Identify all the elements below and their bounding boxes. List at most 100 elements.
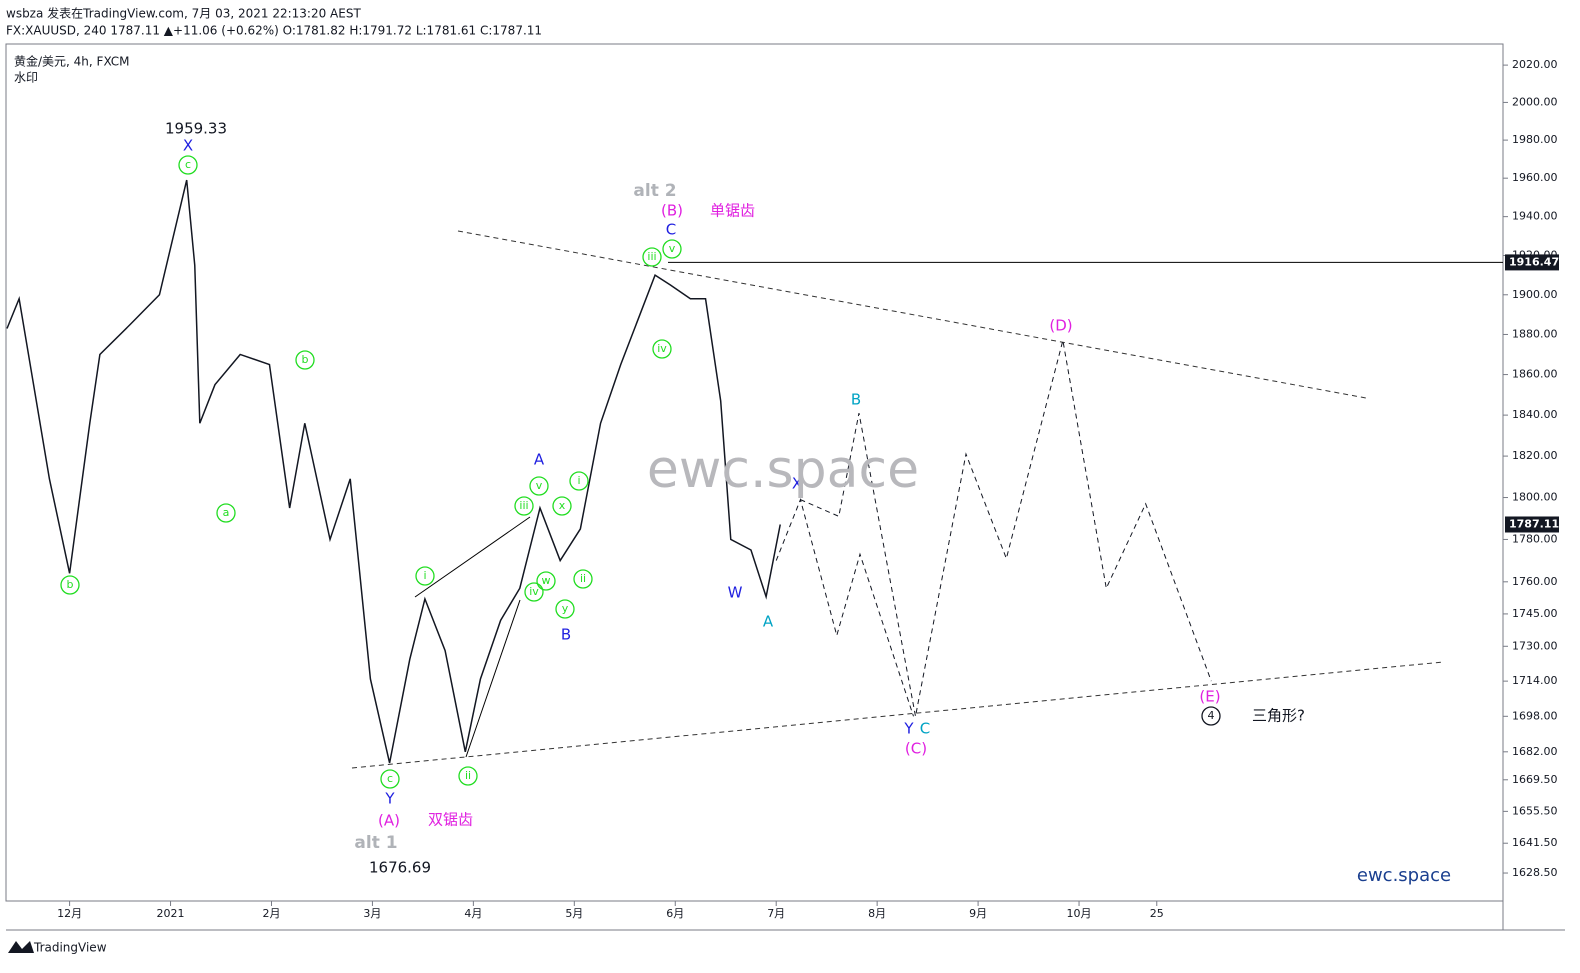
label-circle bbox=[524, 582, 544, 602]
label-circle bbox=[415, 566, 435, 586]
wave-label: iv bbox=[657, 342, 667, 355]
wave-label: (D) bbox=[1049, 317, 1072, 335]
y-tick-label: 2020.00 bbox=[1512, 58, 1558, 71]
wave-label: A bbox=[534, 451, 545, 469]
x-tick-label: 7月 bbox=[767, 907, 785, 920]
wave-label: y bbox=[562, 602, 569, 615]
y-tick-label: 1800.00 bbox=[1512, 491, 1558, 504]
trend-line bbox=[465, 599, 521, 758]
wave-label: 双锯齿 bbox=[428, 811, 473, 829]
y-tick-label: 1730.00 bbox=[1512, 639, 1558, 652]
y-tick-label: 1641.50 bbox=[1512, 836, 1558, 849]
y-tick-label: 2000.00 bbox=[1512, 95, 1558, 108]
symbol: 黄金/美元, 4h, FXCM bbox=[14, 54, 130, 69]
header-line: wsbza 发表在TradingView.com, 7月 03, 2021 22… bbox=[6, 6, 361, 21]
wave-label: A bbox=[763, 613, 774, 631]
label-circle bbox=[555, 599, 575, 619]
wave-label: iii bbox=[519, 499, 528, 512]
y-tick-label: 1780.00 bbox=[1512, 532, 1558, 545]
wave-label: 1959.33 bbox=[165, 120, 227, 138]
x-tick-label: 2021 bbox=[157, 907, 185, 920]
wave-label: v bbox=[536, 479, 543, 492]
label-circle bbox=[652, 339, 672, 359]
wave-label: (B) bbox=[661, 202, 683, 220]
label-circle bbox=[569, 471, 589, 491]
y-tick-label: 1840.00 bbox=[1512, 408, 1558, 421]
label-circle bbox=[60, 575, 80, 595]
y-tick-label: 1860.00 bbox=[1512, 368, 1558, 381]
x-tick-label: 8月 bbox=[868, 907, 886, 920]
label-circle bbox=[529, 476, 549, 496]
x-tick-label: 3月 bbox=[363, 907, 381, 920]
label-circle bbox=[178, 155, 198, 175]
label-circle bbox=[552, 496, 572, 516]
x-tick-label: 4月 bbox=[464, 907, 482, 920]
wave-label: v bbox=[669, 242, 676, 255]
wave-label: C bbox=[666, 221, 676, 239]
label-circle bbox=[1201, 706, 1221, 726]
wave-label: iv bbox=[529, 585, 539, 598]
last-price-label: 1787.11 bbox=[1509, 517, 1559, 530]
wave-label: ewc.space bbox=[1357, 865, 1451, 886]
trend-line bbox=[457, 230, 1367, 399]
wave-label: i bbox=[423, 569, 426, 582]
wave-label: iii bbox=[647, 250, 656, 263]
wave-label: C bbox=[920, 720, 930, 738]
y-tick-label: 1669.50 bbox=[1512, 773, 1558, 786]
wave-label: b bbox=[67, 578, 74, 591]
wave-label: i bbox=[577, 474, 580, 487]
wave-label: a bbox=[223, 506, 230, 519]
y-tick-label: 1745.00 bbox=[1512, 607, 1558, 620]
price-tag-label: 1916.47 bbox=[1509, 255, 1559, 268]
wave-label: (C) bbox=[905, 740, 927, 758]
y-tick-label: 1940.00 bbox=[1512, 210, 1558, 223]
wave-label: B bbox=[561, 626, 571, 644]
watermark-label: 水印 bbox=[14, 71, 38, 85]
x-tick-label: 5月 bbox=[565, 907, 583, 920]
wave-label: X bbox=[183, 137, 193, 155]
y-tick-label: 1698.00 bbox=[1512, 709, 1558, 722]
trend-line bbox=[414, 516, 531, 598]
x-tick-label: 10月 bbox=[1067, 907, 1092, 920]
wave-label: w bbox=[542, 574, 551, 587]
wave-label: alt 2 bbox=[633, 181, 676, 201]
label-circle bbox=[536, 571, 556, 591]
label-circle bbox=[514, 496, 534, 516]
wave-label: ii bbox=[465, 769, 471, 782]
wave-label: W bbox=[728, 584, 743, 602]
wave-label: 三角形? bbox=[1252, 707, 1305, 725]
x-tick-label: 9月 bbox=[969, 907, 987, 920]
wave-label: x bbox=[559, 499, 566, 512]
label-circle bbox=[458, 766, 478, 786]
wave-label: X bbox=[792, 475, 802, 493]
last-price-tag bbox=[1505, 516, 1559, 533]
x-tick-label: 2月 bbox=[262, 907, 280, 920]
header-ohlc: FX:XAUUSD, 240 1787.11 ▲+11.06 (+0.62%) … bbox=[6, 24, 542, 38]
y-tick-label: 1880.00 bbox=[1512, 327, 1558, 340]
wave-label: 4 bbox=[1208, 709, 1215, 722]
wave-label: c bbox=[387, 772, 393, 785]
y-tick-label: 1628.50 bbox=[1512, 866, 1558, 879]
y-tick-label: 1820.00 bbox=[1512, 449, 1558, 462]
wave-label: Y bbox=[903, 720, 914, 738]
label-circle bbox=[642, 247, 662, 267]
logo bbox=[8, 941, 34, 953]
wave-label: ii bbox=[580, 572, 586, 585]
y-tick-label: 1760.00 bbox=[1512, 575, 1558, 588]
label-circle bbox=[216, 503, 236, 523]
label-circle bbox=[380, 769, 400, 789]
price-tag bbox=[1505, 254, 1559, 271]
brand: TradingView bbox=[33, 941, 107, 955]
wave-label: 单锯齿 bbox=[710, 202, 755, 220]
x-tick-label: 6月 bbox=[666, 907, 684, 920]
y-tick-label: 1900.00 bbox=[1512, 288, 1558, 301]
wave-label: 1676.69 bbox=[369, 859, 431, 877]
wave-label: b bbox=[302, 353, 309, 366]
wave-label: (E) bbox=[1199, 688, 1220, 706]
price-line bbox=[6, 179, 781, 764]
y-tick-label: 1980.00 bbox=[1512, 133, 1558, 146]
x-tick-label: 12月 bbox=[57, 907, 82, 920]
wave-label: Y bbox=[384, 790, 395, 808]
